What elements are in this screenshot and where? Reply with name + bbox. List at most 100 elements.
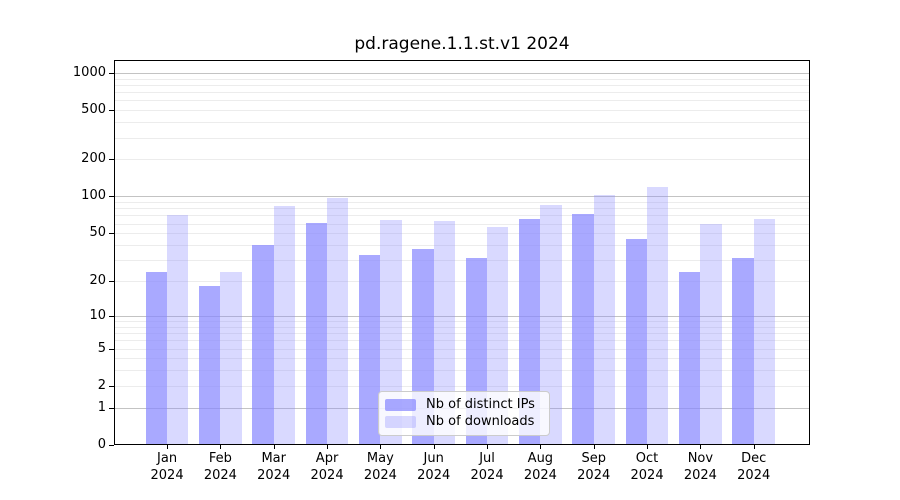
gridline-minor <box>115 385 809 387</box>
x-tick-mark <box>593 445 595 449</box>
gridline-minor <box>115 202 809 204</box>
x-tick-label: Jan 2024 <box>150 451 184 483</box>
y-tick-label: 10 <box>89 307 106 323</box>
gridline-minor <box>115 370 809 372</box>
gridline-major <box>115 72 809 74</box>
legend-entry-distinct-ips: Nb of distinct IPs <box>385 398 535 411</box>
x-tick-mark <box>273 445 275 449</box>
bar-downloads <box>647 186 669 444</box>
gridline-minor <box>115 208 809 210</box>
legend-label-downloads: Nb of downloads <box>426 414 535 429</box>
gridline-minor <box>115 84 809 86</box>
gridline-minor <box>115 137 809 139</box>
bar-distinct-ips <box>732 258 754 444</box>
legend-swatch-downloads <box>385 415 416 428</box>
bar-downloads <box>433 221 456 444</box>
bar-distinct-ips <box>145 271 168 444</box>
legend-entry-downloads: Nb of downloads <box>385 415 535 428</box>
y-tick-mark <box>109 407 114 409</box>
x-tick-mark <box>647 445 649 449</box>
y-tick-label: 20 <box>89 273 106 289</box>
y-tick-label: 100 <box>81 188 106 204</box>
y-tick-label: 1 <box>97 399 106 415</box>
x-tick-mark <box>753 445 755 449</box>
y-tick-mark <box>109 315 114 317</box>
y-tick-mark <box>109 348 114 350</box>
y-tick-mark <box>109 72 114 74</box>
gridline-minor <box>115 333 809 335</box>
x-tick-label: Jul 2024 <box>470 451 504 483</box>
legend-label-distinct-ips: Nb of distinct IPs <box>426 397 535 412</box>
gridline-minor <box>115 223 809 225</box>
chart-title: pd.ragene.1.1.st.v1 2024 <box>354 34 570 54</box>
gridline-minor <box>115 245 809 247</box>
bar-distinct-ips <box>572 213 594 444</box>
x-tick-label: Sep 2024 <box>577 451 611 483</box>
plot-area <box>114 60 810 445</box>
x-tick-mark <box>167 445 169 449</box>
gridline-minor <box>115 78 809 80</box>
gridline-minor <box>115 122 809 124</box>
bar-downloads <box>327 198 349 444</box>
x-tick-label: Aug 2024 <box>523 451 557 483</box>
bar-distinct-ips <box>359 255 381 444</box>
gridline-minor <box>115 358 809 360</box>
gridline-minor <box>115 233 809 235</box>
bar-downloads <box>273 205 296 444</box>
y-tick-mark <box>109 281 114 283</box>
bar-downloads <box>380 220 402 444</box>
gridline-major <box>115 315 809 317</box>
gridline-minor <box>115 281 809 283</box>
gridline-minor <box>115 159 809 161</box>
gridline-major <box>115 196 809 198</box>
x-tick-label: May 2024 <box>363 451 397 483</box>
x-tick-label: Dec 2024 <box>737 451 771 483</box>
y-tick-label: 200 <box>81 151 106 167</box>
bar-downloads <box>700 223 722 444</box>
x-tick-mark <box>327 445 329 449</box>
legend: Nb of distinct IPs Nb of downloads <box>378 391 550 436</box>
bar-distinct-ips <box>519 218 541 444</box>
y-tick-label: 50 <box>89 225 106 241</box>
gridline-minor <box>115 92 809 94</box>
x-tick-mark <box>487 445 489 449</box>
bar-distinct-ips <box>252 245 274 444</box>
bar-downloads <box>220 271 242 444</box>
x-tick-label: Oct 2024 <box>630 451 664 483</box>
gridline-minor <box>115 348 809 350</box>
y-tick-mark <box>109 159 114 161</box>
bar-downloads <box>167 214 189 444</box>
gridline-minor <box>115 110 809 112</box>
y-tick-label: 500 <box>81 102 106 118</box>
bar-distinct-ips <box>625 238 648 444</box>
y-tick-mark <box>109 233 114 235</box>
bar-distinct-ips <box>305 222 328 444</box>
bar-downloads <box>593 195 616 444</box>
y-tick-mark <box>109 110 114 112</box>
bar-downloads <box>487 227 509 444</box>
y-tick-mark <box>109 196 114 198</box>
bar-downloads <box>540 205 562 444</box>
gridline-minor <box>115 260 809 262</box>
y-tick-mark <box>109 445 114 446</box>
gridline-minor <box>115 340 809 342</box>
y-tick-label: 0 <box>97 437 106 452</box>
x-tick-mark <box>540 445 542 449</box>
y-tick-label: 1000 <box>72 64 106 80</box>
legend-swatch-distinct-ips <box>385 398 416 411</box>
x-tick-mark <box>433 445 435 449</box>
x-tick-mark <box>220 445 222 449</box>
x-tick-mark <box>380 445 382 449</box>
y-tick-mark <box>109 385 114 387</box>
x-tick-label: Apr 2024 <box>310 451 344 483</box>
x-tick-mark <box>700 445 702 449</box>
y-tick-label: 5 <box>97 340 106 356</box>
x-tick-label: Mar 2024 <box>257 451 291 483</box>
y-tick-label: 2 <box>97 377 106 393</box>
bar-distinct-ips <box>679 271 701 444</box>
gridline-minor <box>115 215 809 217</box>
gridline-minor <box>115 326 809 328</box>
bar-distinct-ips <box>199 286 221 444</box>
gridline-minor <box>115 100 809 102</box>
